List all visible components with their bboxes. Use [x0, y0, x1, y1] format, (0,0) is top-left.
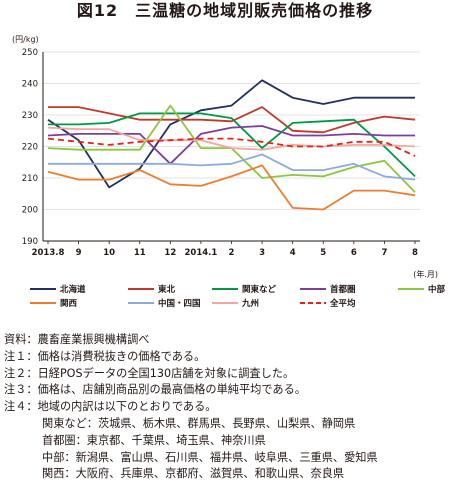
x-tick-label: 10: [103, 248, 115, 258]
y-tick-label: 240: [22, 80, 38, 90]
series-line-3: [47, 125, 415, 165]
x-tick-label: 3: [259, 248, 265, 258]
x-tick-label: 7: [381, 248, 387, 258]
legend-label-1: 東北: [158, 284, 176, 295]
x-tick-label: 2014.1: [185, 248, 218, 258]
x-tick-label: 8: [412, 248, 418, 258]
series-line-0: [47, 79, 415, 189]
legend-label-2: 関東など: [242, 284, 277, 295]
legend-label-6: 中国・四国: [158, 298, 201, 309]
note-line: 資料：農畜産業振興機構調べ: [4, 333, 150, 346]
x-tick-label: 12: [164, 248, 176, 258]
series-lines: [47, 79, 416, 211]
grid-lines: [43, 51, 420, 242]
region-detail-line: 関西：大阪府、兵庫県、京都府、滋賀県、和歌山県、奈良県: [42, 467, 345, 481]
x-tick-label: 9: [76, 248, 82, 258]
series-line-2: [48, 112, 416, 178]
axes: 190 200 210 220 230 240 250 2013.8 9 10 11 12 2014.1…: [22, 48, 418, 258]
x-tick-label: 2013.8: [32, 248, 65, 258]
note-line: 注３：価格は、店舗別商品別の最高価格の単純平均である。: [4, 383, 306, 397]
legend-label-0: 北海道: [60, 284, 86, 295]
chart-title: 図12 三温糖の地域別販売価格の推移: [76, 1, 374, 20]
series-line-6: [48, 153, 416, 181]
series-line-1: [48, 106, 416, 134]
region-detail-line: 関東など：茨城県、栃木県、群馬県、長野県、山梨県、静岡県: [42, 416, 356, 430]
note-line: 注２：日経POSデータの全国130店舗を対象に調査した。: [4, 366, 295, 380]
region-detail-line: 首都圏：東京都、千葉県、埼玉県、神奈川県: [42, 433, 266, 447]
y-tick-label: 250: [22, 48, 38, 58]
x-axis-label: (年.月): [413, 269, 438, 279]
series-line-8: [47, 137, 416, 157]
legend-label-4: 中部: [428, 284, 446, 295]
y-axis-label: (円/kg): [12, 35, 39, 44]
legend-label-3: 首都圏: [330, 284, 356, 295]
series-line-7: [47, 126, 416, 151]
y-tick-label: 190: [22, 237, 38, 247]
legend-label-8: 全平均: [329, 298, 356, 309]
y-tick-label: 220: [22, 143, 38, 153]
y-tick-label: 230: [22, 111, 38, 121]
legend-label-5: 関西: [60, 298, 78, 309]
y-tick-label: 210: [22, 174, 38, 184]
x-tick-label: 5: [320, 248, 326, 258]
x-tick-label: 6: [351, 248, 357, 258]
series-line-5: [47, 164, 416, 211]
note-line: 注１：価格は消費税抜きの価格である。: [4, 349, 206, 363]
legend-label-7: 九州: [241, 298, 259, 309]
note-line: 注４：地域の内訳は以下のとおりである。: [4, 400, 217, 414]
y-tick-label: 200: [22, 206, 38, 216]
x-tick-label: 2: [229, 248, 235, 258]
x-tick-label: 11: [134, 248, 146, 258]
notes-section: 資料：農畜産業振興機構調べ注１：価格は消費税抜きの価格である。注２：日経POSデ…: [4, 332, 450, 483]
x-tick-label: 4: [290, 248, 296, 258]
region-detail-line: 中部：新潟県、富山県、石川県、福井県、岐阜県、三重県、愛知県: [42, 450, 378, 464]
